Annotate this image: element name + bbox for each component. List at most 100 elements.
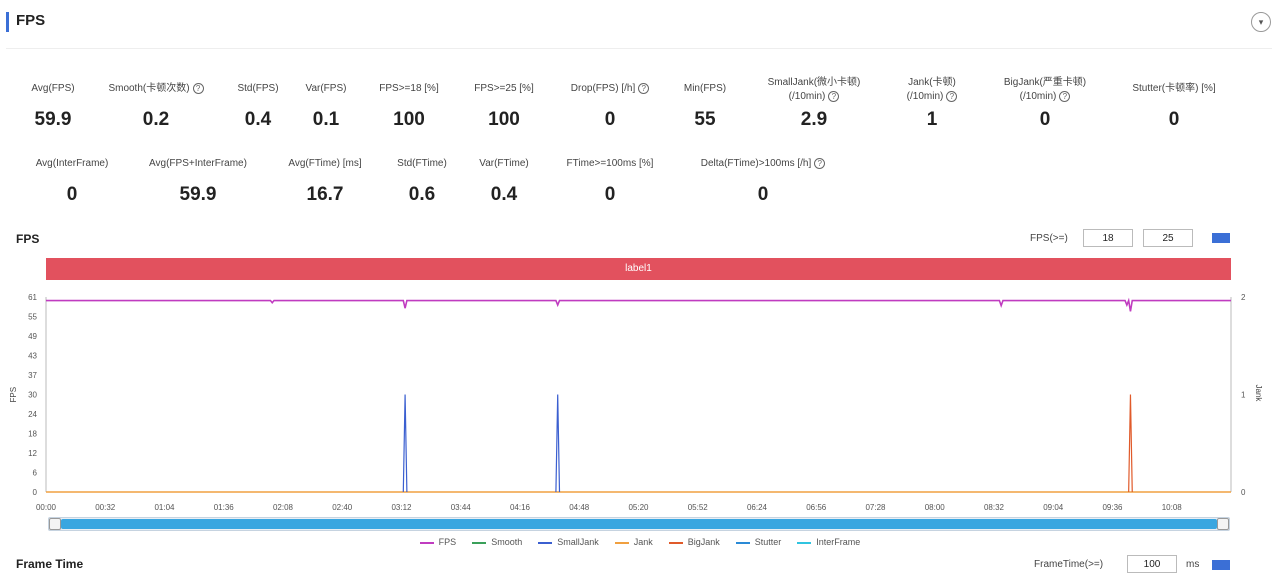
legend-label: Stutter (754, 537, 782, 547)
series-bigjank-spike (1128, 394, 1133, 493)
x-tick-label: 09:36 (1102, 503, 1123, 512)
metric-9: SmallJank(微小卡顿) (/10min)? 2.9 (749, 76, 879, 130)
y-right-axis-title: Jank (1254, 385, 1263, 403)
help-icon[interactable]: ? (946, 90, 958, 102)
metric-label: Avg(FTime) [ms] (260, 157, 390, 171)
x-tick-label: 06:24 (747, 503, 768, 512)
metric-label: Drop(FPS) [/h]? (545, 82, 675, 96)
metric-2: Avg(FPS+InterFrame) 59.9 (133, 157, 263, 205)
frame-time-threshold-input[interactable] (1127, 555, 1177, 573)
metric-value: 2.9 (800, 109, 828, 130)
metric-label-unit: (/10min) (788, 91, 826, 102)
x-tick-label: 08:32 (984, 503, 1005, 512)
fps-threshold-label: FPS(>=) (1030, 233, 1068, 244)
metric-label: Delta(FTime)>100ms [/h]? (698, 157, 828, 171)
slider-right-handle[interactable] (1217, 518, 1229, 530)
slider-selected-range[interactable] (61, 519, 1217, 529)
legend-label: FPS (438, 537, 457, 547)
x-tick-label: 01:36 (214, 503, 235, 512)
fps-chart-toggle-icon[interactable] (1212, 233, 1230, 243)
metric-label-text: FPS>=18 [%] (379, 83, 439, 94)
help-icon[interactable]: ? (828, 90, 840, 102)
help-icon[interactable]: ? (192, 82, 204, 94)
y-left-tick-label: 18 (28, 430, 37, 439)
y-left-tick-label: 43 (28, 352, 37, 361)
y-left-axis-title: FPS (9, 387, 18, 403)
legend-item[interactable]: FPS (419, 537, 457, 547)
metric-7: Drop(FPS) [/h]? 0 (545, 82, 675, 130)
legend-item[interactable]: Jank (614, 537, 653, 547)
help-icon[interactable]: ? (814, 157, 826, 169)
metric-value: 1 (926, 109, 938, 130)
metric-6: FTime>=100ms [%] 0 (545, 157, 675, 205)
legend-item[interactable]: SmallJank (538, 537, 599, 547)
panel-title: FPS (16, 12, 46, 29)
metric-value: 0.4 (490, 184, 518, 205)
x-tick-label: 01:04 (154, 503, 175, 512)
x-tick-label: 05:52 (688, 503, 709, 512)
y-left-tick-label: 55 (28, 313, 37, 322)
help-icon[interactable]: ? (1059, 90, 1071, 102)
metric-value: 0 (757, 184, 769, 205)
metric-value: 100 (393, 109, 425, 130)
metric-label: Var(FTime) (439, 157, 569, 171)
metric-label-text: Delta(FTime)>100ms [/h] (700, 158, 812, 169)
metric-value: 59.9 (179, 184, 217, 205)
metric-2: Smooth(卡顿次数)? 0.2 (91, 82, 221, 130)
fps-threshold-input-1[interactable] (1083, 229, 1133, 247)
x-tick-label: 10:08 (1162, 503, 1183, 512)
metric-value: 0 (604, 109, 616, 130)
metric-label: FTime>=100ms [%] (545, 157, 675, 171)
legend-item[interactable]: BigJank (668, 537, 720, 547)
metric-label-text: Min(FPS) (683, 83, 727, 94)
metric-label: FPS>=18 [%] (344, 82, 474, 96)
y-left-tick-label: 49 (28, 332, 37, 341)
slider-left-handle[interactable] (49, 518, 61, 530)
label-bar[interactable]: label1 (46, 258, 1231, 280)
legend-label: SmallJank (557, 537, 599, 547)
time-range-slider[interactable] (48, 517, 1230, 531)
legend-item[interactable]: Stutter (735, 537, 782, 547)
metric-4: Std(FTime) 0.6 (357, 157, 487, 205)
y-left-tick-label: 24 (28, 410, 37, 419)
metric-label: Avg(FPS+InterFrame) (133, 157, 263, 171)
metric-label-unit: (/10min) (1019, 91, 1057, 102)
legend-item[interactable]: InterFrame (797, 537, 860, 547)
metric-label: Var(FPS) (261, 82, 391, 96)
metric-value: 0 (1168, 109, 1180, 130)
x-tick-label: 02:40 (332, 503, 353, 512)
fps-threshold-input-2[interactable] (1143, 229, 1193, 247)
metric-10: Jank(卡顿) (/10min)? 1 (867, 76, 997, 130)
metric-1: Avg(InterFrame) 0 (7, 157, 137, 205)
metric-label-text: FTime>=100ms [%] (566, 158, 654, 169)
metric-label-text: Smooth(卡顿次数) (108, 83, 190, 94)
y-left-tick-label: 12 (28, 449, 37, 458)
metric-label-text: Var(FPS) (305, 83, 347, 94)
metric-value: 0.4 (244, 109, 272, 130)
x-tick-label: 06:56 (806, 503, 827, 512)
legend-label: InterFrame (816, 537, 861, 547)
help-icon[interactable]: ? (638, 82, 650, 94)
chart-legend: FPS Smooth SmallJank Jank BigJank Stutter Inte… (0, 537, 1280, 547)
metric-label: Stutter(卡顿率) [%] (1109, 82, 1239, 96)
metric-label: Std(FPS) (193, 82, 323, 96)
metric-label-text: Jank(卡顿) (908, 77, 956, 88)
x-tick-label: 07:28 (865, 503, 886, 512)
metric-12: Stutter(卡顿率) [%] 0 (1109, 82, 1239, 130)
metric-label-text: Avg(FTime) [ms] (288, 158, 362, 169)
x-tick-label: 05:20 (628, 503, 649, 512)
series-fps-line (46, 297, 1231, 312)
x-tick-label: 03:12 (391, 503, 412, 512)
metric-label-text: Var(FTime) (479, 158, 529, 169)
metric-value: 0 (604, 184, 616, 205)
collapse-toggle-icon[interactable]: ▾ (1251, 12, 1271, 32)
metric-value: 59.9 (34, 109, 72, 130)
x-tick-label: 04:16 (510, 503, 531, 512)
metric-label-text: Drop(FPS) [/h] (570, 83, 636, 94)
legend-item[interactable]: Smooth (472, 537, 522, 547)
metric-label: Avg(FPS) (0, 82, 118, 96)
x-tick-label: 09:04 (1043, 503, 1064, 512)
metric-label-line2: (/10min)? (867, 90, 997, 104)
metric-value: 55 (694, 109, 716, 130)
frame-time-chart-toggle-icon[interactable] (1212, 560, 1230, 570)
